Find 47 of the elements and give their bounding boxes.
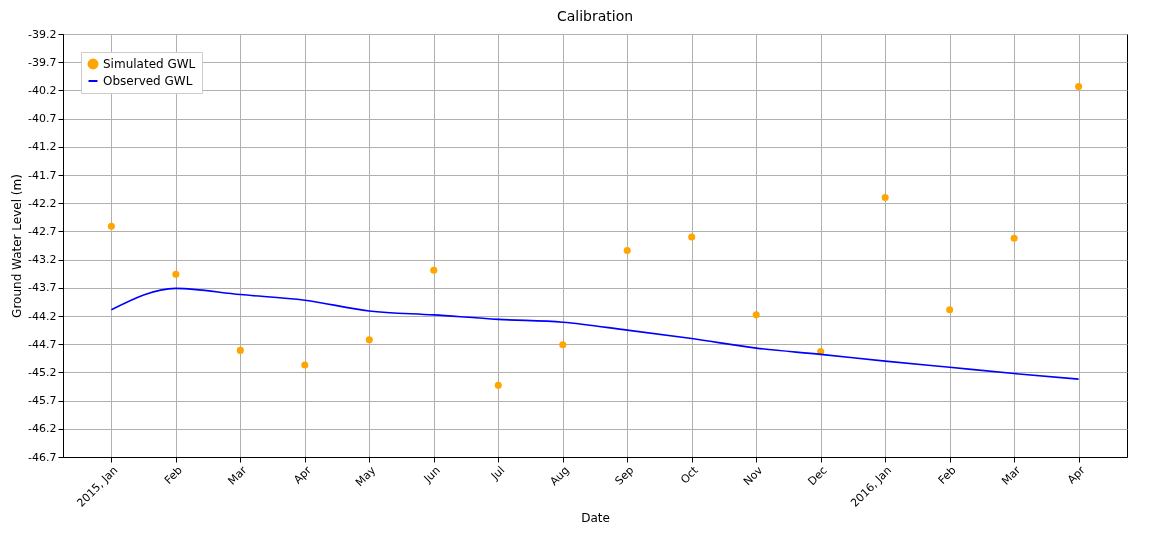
point (559, 341, 567, 349)
y-tick-label: -46.7 (28, 450, 57, 464)
point (688, 233, 696, 241)
y-tick-label: -46.2 (28, 422, 57, 436)
y-tick-label: -39.2 (28, 27, 57, 41)
x-tick-label: Dec (805, 463, 830, 489)
legend-label: Simulated GWL (103, 57, 196, 71)
y-tick-label: -40.7 (28, 112, 57, 126)
y-tick-label: -41.2 (28, 140, 57, 154)
y-tick-label: -43.2 (28, 253, 57, 267)
x-tick-label: Apr (1064, 463, 1088, 487)
x-axis-title: Date (581, 511, 610, 526)
point (107, 222, 115, 230)
x-tick-label: Apr (291, 463, 315, 487)
point (946, 306, 954, 314)
point (365, 336, 373, 344)
y-tick-label: -40.2 (28, 83, 57, 97)
point (301, 361, 309, 369)
y-tick-label: -39.7 (28, 55, 57, 69)
y-tick-label: -41.7 (28, 168, 57, 182)
point (1010, 234, 1018, 242)
point (494, 381, 502, 389)
point (881, 194, 889, 202)
point (1075, 82, 1083, 90)
y-axis-title: Ground Water Level (m) (10, 174, 25, 318)
y-tick-label: -42.7 (28, 224, 57, 238)
line-series (110, 287, 1080, 380)
chart-title: Calibration (556, 8, 634, 24)
x-tick-label: Nov (740, 463, 766, 489)
y-tick-label: -45.2 (28, 365, 57, 379)
y-tick-label: -43.7 (28, 281, 57, 295)
y-tick-label: -44.7 (28, 337, 57, 351)
y-tick-label: -44.2 (28, 309, 57, 323)
point (172, 270, 180, 278)
x-tick-label: Oct (678, 463, 702, 487)
x-tick-label: Jun (420, 463, 443, 486)
x-tick-label: Jul (487, 463, 508, 484)
y-tick-label: -42.2 (28, 196, 57, 210)
x-tick-label: Feb (161, 463, 185, 487)
y-tick-label: -45.7 (28, 394, 57, 408)
point (236, 346, 244, 354)
point (430, 266, 438, 274)
legend-label: Observed GWL (103, 74, 193, 88)
x-tick-label: Sep (612, 463, 637, 488)
point (623, 247, 631, 255)
point (752, 311, 760, 319)
x-tick-label: Feb (935, 463, 959, 487)
